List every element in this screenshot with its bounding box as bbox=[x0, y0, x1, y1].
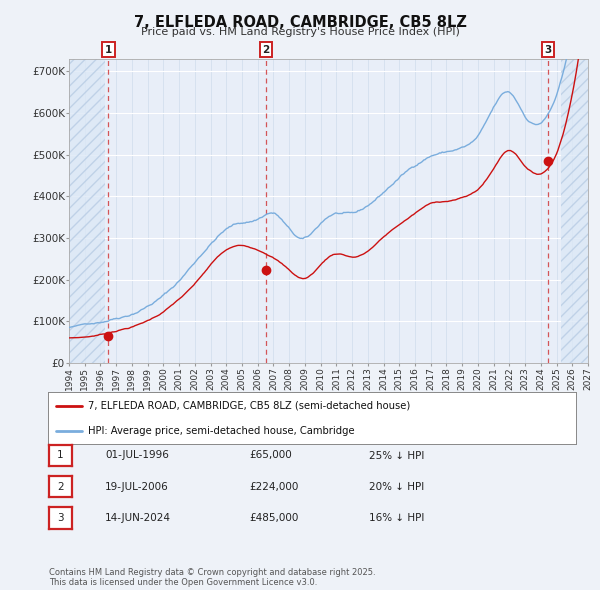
Text: £485,000: £485,000 bbox=[249, 513, 298, 523]
Text: 1: 1 bbox=[57, 451, 64, 460]
Text: HPI: Average price, semi-detached house, Cambridge: HPI: Average price, semi-detached house,… bbox=[88, 426, 354, 435]
Text: 7, ELFLEDA ROAD, CAMBRIDGE, CB5 8LZ: 7, ELFLEDA ROAD, CAMBRIDGE, CB5 8LZ bbox=[134, 15, 466, 30]
Text: 19-JUL-2006: 19-JUL-2006 bbox=[105, 482, 169, 491]
Text: Price paid vs. HM Land Registry's House Price Index (HPI): Price paid vs. HM Land Registry's House … bbox=[140, 27, 460, 37]
Text: 16% ↓ HPI: 16% ↓ HPI bbox=[369, 513, 424, 523]
Text: 7, ELFLEDA ROAD, CAMBRIDGE, CB5 8LZ (semi-detached house): 7, ELFLEDA ROAD, CAMBRIDGE, CB5 8LZ (sem… bbox=[88, 401, 410, 411]
Text: 14-JUN-2024: 14-JUN-2024 bbox=[105, 513, 171, 523]
Text: 3: 3 bbox=[544, 45, 551, 55]
Text: 20% ↓ HPI: 20% ↓ HPI bbox=[369, 482, 424, 491]
Text: 1: 1 bbox=[104, 45, 112, 55]
Text: Contains HM Land Registry data © Crown copyright and database right 2025.
This d: Contains HM Land Registry data © Crown c… bbox=[49, 568, 376, 587]
Text: 2: 2 bbox=[263, 45, 270, 55]
Text: 01-JUL-1996: 01-JUL-1996 bbox=[105, 451, 169, 460]
Text: 25% ↓ HPI: 25% ↓ HPI bbox=[369, 451, 424, 460]
Bar bbox=[561, 59, 593, 363]
Text: £224,000: £224,000 bbox=[249, 482, 298, 491]
Bar bbox=[69, 59, 105, 363]
Text: £65,000: £65,000 bbox=[249, 451, 292, 460]
Text: 2: 2 bbox=[57, 482, 64, 491]
Text: 3: 3 bbox=[57, 513, 64, 523]
